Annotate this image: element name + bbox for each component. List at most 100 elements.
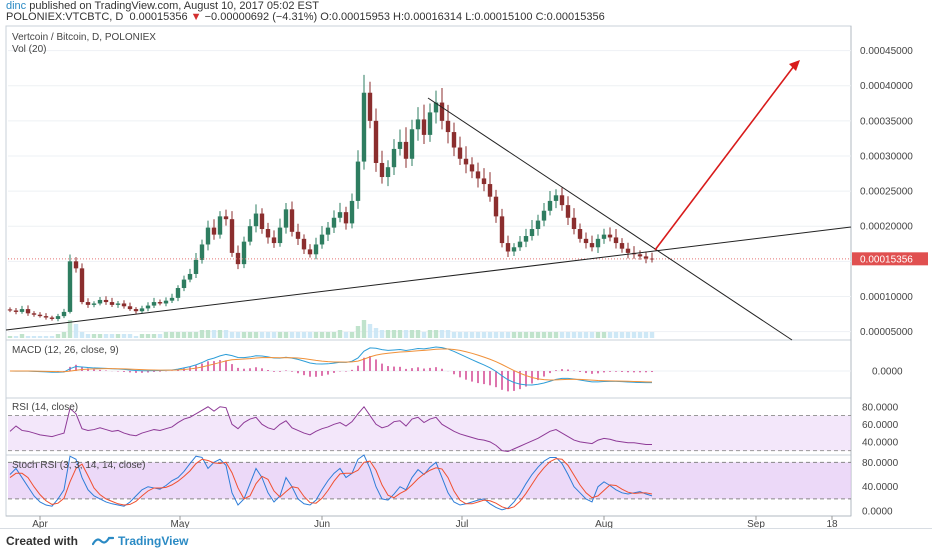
candle-body xyxy=(565,205,571,218)
volume-bar xyxy=(379,330,385,338)
rsi-tick-label: 60.0000 xyxy=(862,420,899,431)
volume-bar xyxy=(637,332,643,338)
candle-body xyxy=(403,141,409,159)
price-tick-label: 0.00045000 xyxy=(860,46,913,57)
volume-bar xyxy=(589,332,595,338)
candle-body xyxy=(91,303,97,305)
chart-canvas[interactable]: 0.000050000.000100000.000150000.00020000… xyxy=(0,0,932,528)
candle-body xyxy=(337,212,343,218)
candle-body xyxy=(343,212,349,224)
volume-bar xyxy=(625,332,631,338)
candle-body xyxy=(409,129,415,159)
candle-body xyxy=(481,178,487,185)
price-tick-label: 0.00040000 xyxy=(860,81,913,92)
candle-body xyxy=(229,219,235,253)
candle-body xyxy=(373,120,379,163)
author-link[interactable]: dinc xyxy=(6,0,27,12)
publish-line: dinc published on TradingView.com, Augus… xyxy=(6,1,319,12)
volume-bar xyxy=(613,332,619,338)
volume-bar xyxy=(397,330,403,338)
volume-bar xyxy=(97,334,103,338)
volume-bar xyxy=(91,334,97,338)
volume-bar xyxy=(553,332,559,338)
candle-body xyxy=(319,234,325,245)
stoch-tick-label: 40.0000 xyxy=(862,482,899,493)
candle-body xyxy=(595,238,601,248)
volume-bar xyxy=(223,330,229,338)
volume-bar xyxy=(385,330,391,338)
candle-body xyxy=(133,309,139,312)
macd-series xyxy=(9,346,653,392)
candle-body xyxy=(625,248,631,253)
stoch-tick-label: 80.0000 xyxy=(862,458,899,469)
candle-body xyxy=(235,252,241,265)
volume-bar xyxy=(127,334,133,338)
stoch-k-line xyxy=(9,454,653,511)
volume-bar xyxy=(607,332,613,338)
time-tick-label: Sep xyxy=(747,519,765,528)
volume-bar xyxy=(229,332,235,338)
volume-bar xyxy=(577,332,583,338)
candle-body xyxy=(571,217,577,230)
volume-bar xyxy=(253,332,259,338)
candle-body xyxy=(643,256,649,259)
volume-bar xyxy=(37,336,43,338)
volume-bar xyxy=(169,332,175,338)
candles[interactable] xyxy=(7,74,655,322)
stoch-series xyxy=(8,454,851,511)
candle-body xyxy=(421,119,427,135)
candle-body xyxy=(61,311,67,317)
candle-body xyxy=(73,261,79,269)
volume-bar xyxy=(493,332,499,338)
candle-body xyxy=(487,184,493,197)
volume-label: Vol (20) xyxy=(12,44,46,55)
price-tick-label: 0.00035000 xyxy=(860,116,913,127)
candle-body xyxy=(187,273,193,280)
candle-body xyxy=(535,220,541,230)
volume-bar xyxy=(247,332,253,338)
volume-bar xyxy=(595,332,601,338)
candle-body xyxy=(415,119,421,130)
volume-bar xyxy=(73,324,79,338)
candle-body xyxy=(157,302,163,304)
volume-bar xyxy=(511,332,517,338)
volume-bar xyxy=(409,330,415,338)
candle-body xyxy=(607,234,613,238)
candle-body xyxy=(637,254,643,257)
publish-info: published on TradingView.com, August 10,… xyxy=(29,0,319,12)
volume-bar xyxy=(241,332,247,338)
volume-bar xyxy=(217,330,223,338)
close-value: C:0.00015356 xyxy=(535,11,605,23)
volume-bar xyxy=(487,332,493,338)
volume-bar xyxy=(13,336,19,338)
candle-body xyxy=(355,161,361,201)
candle-body xyxy=(277,227,283,244)
rsi-tick-label: 40.0000 xyxy=(862,437,899,448)
volume-bar xyxy=(187,332,193,338)
candle-body xyxy=(367,92,373,121)
rsi-band xyxy=(8,415,851,451)
arrow-head-icon xyxy=(789,60,800,71)
candle-body xyxy=(577,229,583,239)
high-value: H:0.00016314 xyxy=(393,11,463,23)
candle-body xyxy=(505,243,511,252)
volume-bar xyxy=(325,332,331,338)
signal-line xyxy=(9,348,653,383)
candle-body xyxy=(427,112,433,135)
candle-body xyxy=(451,132,457,148)
candle-body xyxy=(475,171,481,179)
price-pane[interactable] xyxy=(5,25,852,341)
time-tick-label: Jul xyxy=(456,519,469,528)
candle-body xyxy=(241,241,247,265)
candle-body xyxy=(331,217,337,228)
volume-bar xyxy=(547,332,553,338)
candle-body xyxy=(379,162,385,178)
volume-bar xyxy=(313,332,319,338)
tradingview-brand-link[interactable]: TradingView xyxy=(118,534,189,548)
time-tick-label: Aug xyxy=(595,519,613,528)
volume-bar xyxy=(151,334,157,338)
candle-body xyxy=(55,316,61,319)
volume-bar xyxy=(115,334,121,338)
volume-bar xyxy=(415,330,421,338)
volume-bar xyxy=(145,334,151,338)
